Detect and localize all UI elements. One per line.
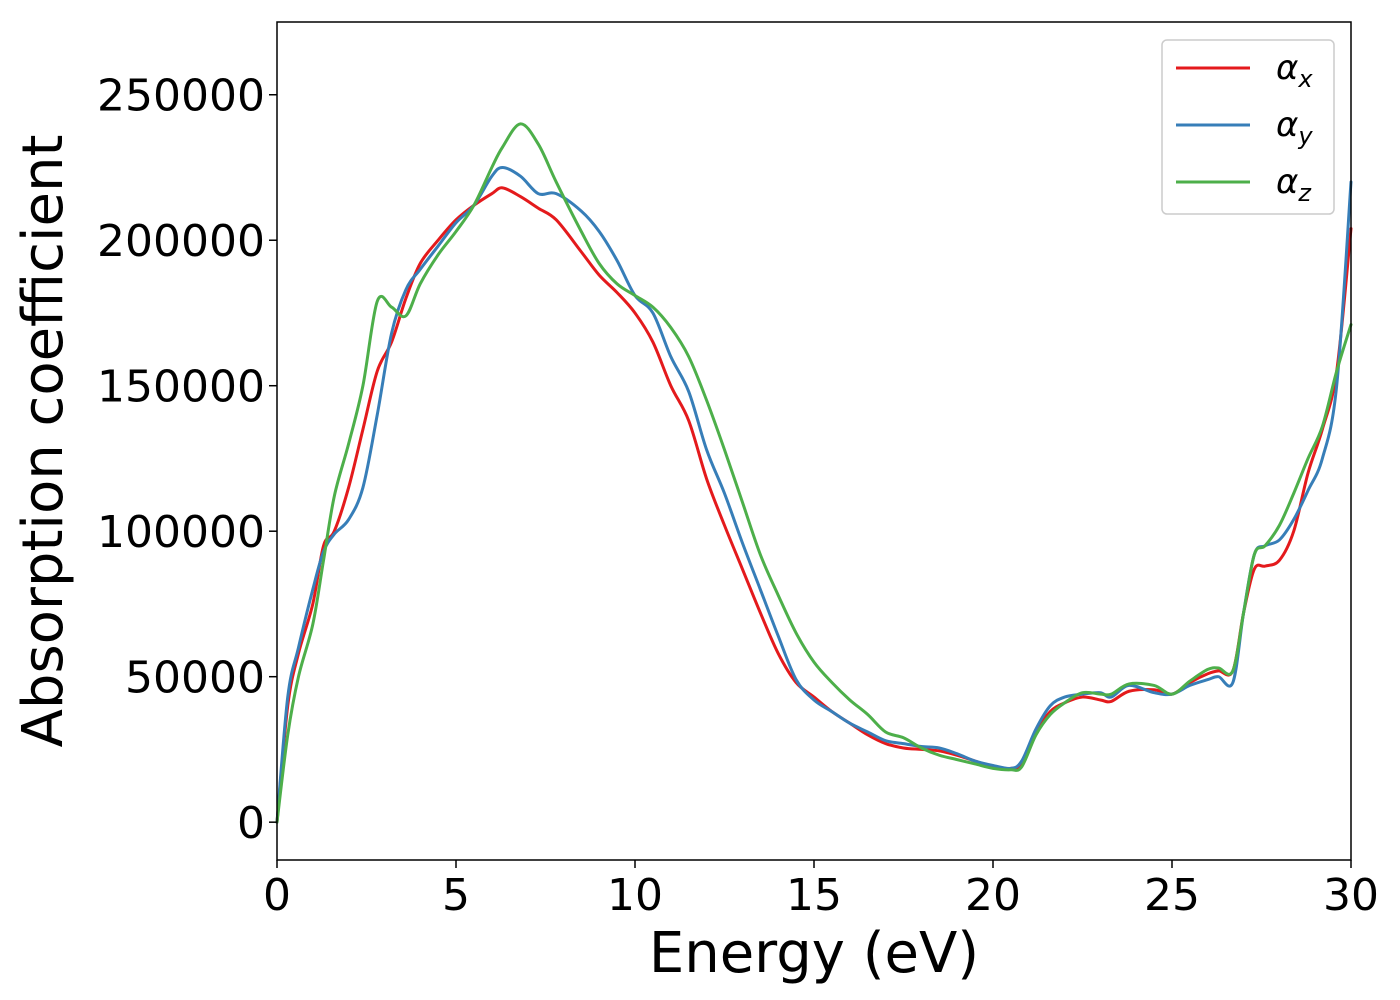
y-tick-label: 250000 bbox=[97, 71, 265, 122]
y-tick-label: 150000 bbox=[97, 362, 265, 413]
y-tick-label: 200000 bbox=[97, 216, 265, 267]
legend-box bbox=[1161, 39, 1335, 215]
legend: αx αy αz bbox=[1161, 39, 1335, 215]
y-tick-label: 50000 bbox=[125, 653, 265, 704]
series-line-z bbox=[275, 122, 1353, 824]
x-tick-label: 25 bbox=[1144, 870, 1200, 921]
ticks-layer: 0 5 10 15 20 25 30 0 50000 100000 150000 200000 2500… bbox=[97, 71, 1379, 921]
x-tick-label: 5 bbox=[442, 870, 470, 921]
x-tick-label: 15 bbox=[786, 870, 842, 921]
series-line-x bbox=[275, 186, 1353, 824]
legend-label-z: αz bbox=[1276, 162, 1312, 207]
series-line-y bbox=[275, 165, 1353, 824]
series-layer bbox=[275, 122, 1353, 824]
x-tick-label: 10 bbox=[607, 870, 663, 921]
legend-label-x: αx bbox=[1276, 48, 1313, 93]
legend-label-y: αy bbox=[1276, 105, 1313, 150]
x-tick-label: 20 bbox=[965, 870, 1021, 921]
x-tick-label: 0 bbox=[263, 870, 291, 921]
y-tick-label: 0 bbox=[237, 798, 265, 849]
y-axis-label: Absorption coefficient bbox=[11, 135, 76, 748]
y-tick-label: 100000 bbox=[97, 507, 265, 558]
x-axis-label: Energy (eV) bbox=[649, 921, 979, 986]
x-tick-label: 30 bbox=[1323, 870, 1379, 921]
